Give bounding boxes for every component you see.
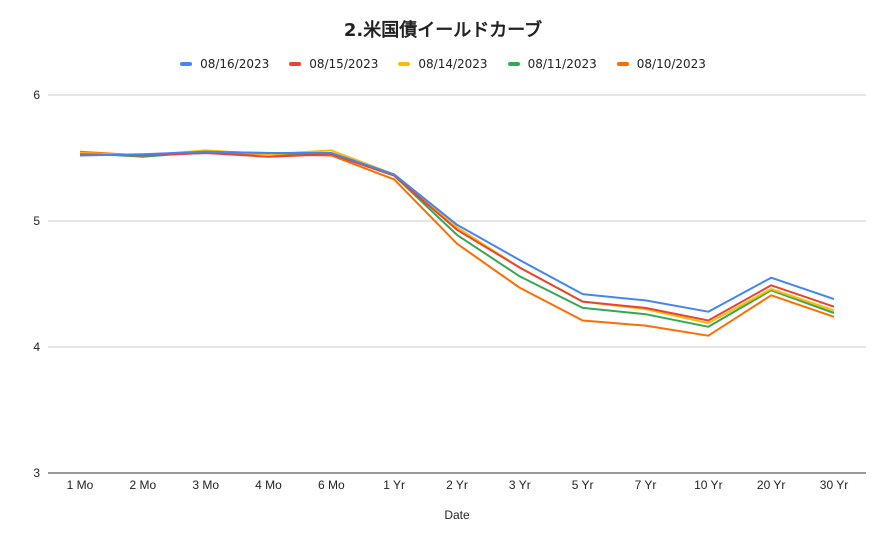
legend-swatch (616, 62, 629, 66)
legend-item: 08/16/2023 (180, 57, 269, 71)
legend-swatch (507, 62, 520, 66)
y-tick-label: 5 (33, 214, 40, 228)
legend-swatch (180, 62, 193, 66)
y-tick-label: 6 (33, 88, 40, 102)
x-tick-label: 30 Yr (820, 478, 848, 492)
legend-label: 08/15/2023 (309, 57, 379, 71)
x-tick-label: 3 Mo (192, 478, 219, 492)
legend-item: 08/14/2023 (398, 57, 488, 71)
series-line (79, 152, 835, 322)
series-line (79, 150, 835, 337)
x-tick-label: 2 Yr (446, 478, 468, 492)
chart-title: 2.米国債イールドカーブ (343, 20, 543, 41)
legend-label: 08/16/2023 (200, 57, 270, 71)
x-tick-label: 5 Yr (572, 478, 594, 492)
x-tick-label: 10 Yr (694, 478, 722, 492)
y-tick-label: 4 (33, 340, 40, 354)
legend-label: 08/14/2023 (418, 57, 488, 71)
x-tick-label: 4 Mo (255, 478, 282, 492)
series-line (79, 149, 835, 325)
x-tick-label: 20 Yr (757, 478, 785, 492)
legend-swatch (289, 62, 302, 66)
series-line (79, 150, 835, 313)
legend-label: 08/11/2023 (527, 57, 597, 71)
y-tick-label: 3 (33, 466, 40, 480)
series-line (79, 150, 835, 328)
legend: 08/16/2023 08/15/2023 08/14/2023 08/11/2023… (0, 57, 886, 71)
legend-item: 08/10/2023 (616, 57, 706, 71)
x-tick-label: 7 Yr (635, 478, 657, 492)
legend-item: 08/15/2023 (289, 57, 378, 71)
x-tick-label: 1 Yr (383, 478, 405, 492)
x-axis-title: Date (444, 508, 470, 522)
x-tick-label: 3 Yr (509, 478, 531, 492)
x-tick-label: 1 Mo (67, 478, 94, 492)
x-tick-label: 6 Mo (318, 478, 345, 492)
x-tick-label: 2 Mo (129, 478, 156, 492)
legend-swatch (398, 62, 411, 66)
legend-label: 08/10/2023 (636, 57, 706, 71)
legend-item: 08/11/2023 (507, 57, 597, 71)
